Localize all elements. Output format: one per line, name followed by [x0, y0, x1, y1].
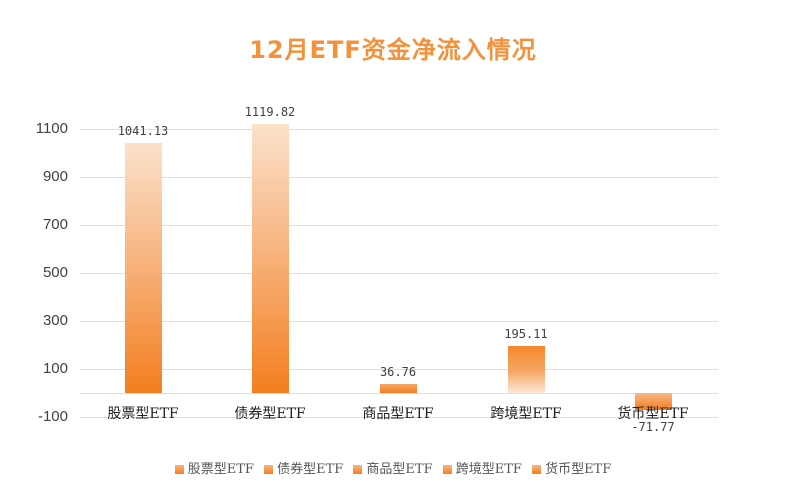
legend-item[interactable]: 跨境型ETF	[442, 458, 522, 477]
legend-item[interactable]: 商品型ETF	[353, 458, 433, 477]
category-label: 货币型ETF	[617, 406, 689, 422]
gridline-300	[80, 321, 718, 322]
y-tick: 700	[42, 216, 68, 233]
value-label: 1119.82	[244, 105, 296, 119]
gridline-zero	[80, 393, 718, 394]
category-label: 商品型ETF	[362, 406, 434, 422]
y-tick: 500	[42, 264, 68, 281]
y-tick: 1100	[35, 120, 68, 137]
gridline-500	[80, 273, 718, 274]
value-label: 1041.13	[117, 124, 169, 138]
value-label: 36.76	[379, 365, 417, 379]
gridline-100	[80, 369, 718, 370]
bar-money-etf	[635, 393, 672, 410]
gridline-700	[80, 225, 718, 226]
bar-commodity-etf	[380, 384, 417, 393]
y-tick: 100	[42, 360, 68, 377]
legend-swatch-icon	[442, 465, 452, 474]
legend-item[interactable]: 货币型ETF	[532, 458, 611, 477]
legend-swatch-icon	[264, 465, 274, 474]
legend-swatch-icon	[353, 465, 363, 474]
legend-item[interactable]: 股票型ETF	[174, 458, 254, 477]
category-label: 股票型ETF	[107, 406, 179, 422]
gridline-900	[80, 177, 718, 178]
bar-crossborder-etf	[508, 346, 545, 393]
bar-bond-etf	[252, 124, 289, 393]
y-tick: 300	[42, 312, 68, 329]
gridline-1100	[80, 129, 718, 130]
value-label: -71.77	[631, 420, 675, 434]
value-label: 195.11	[504, 327, 548, 341]
y-tick: 900	[42, 168, 68, 185]
legend-item[interactable]: 债券型ETF	[264, 458, 343, 477]
chart-title: 12月ETF资金净流入情况	[249, 36, 537, 64]
category-label: 跨境型ETF	[490, 406, 562, 422]
bar-stock-etf	[125, 143, 162, 393]
legend-swatch-icon	[532, 465, 542, 474]
y-tick: -100	[37, 408, 68, 425]
legend-swatch-icon	[174, 465, 184, 474]
legend: 股票型ETF 债券型ETF 商品型ETF 跨境型ETF 货币型ETF	[0, 458, 786, 477]
category-label: 债券型ETF	[234, 406, 306, 422]
gridline-minus100	[80, 417, 718, 418]
